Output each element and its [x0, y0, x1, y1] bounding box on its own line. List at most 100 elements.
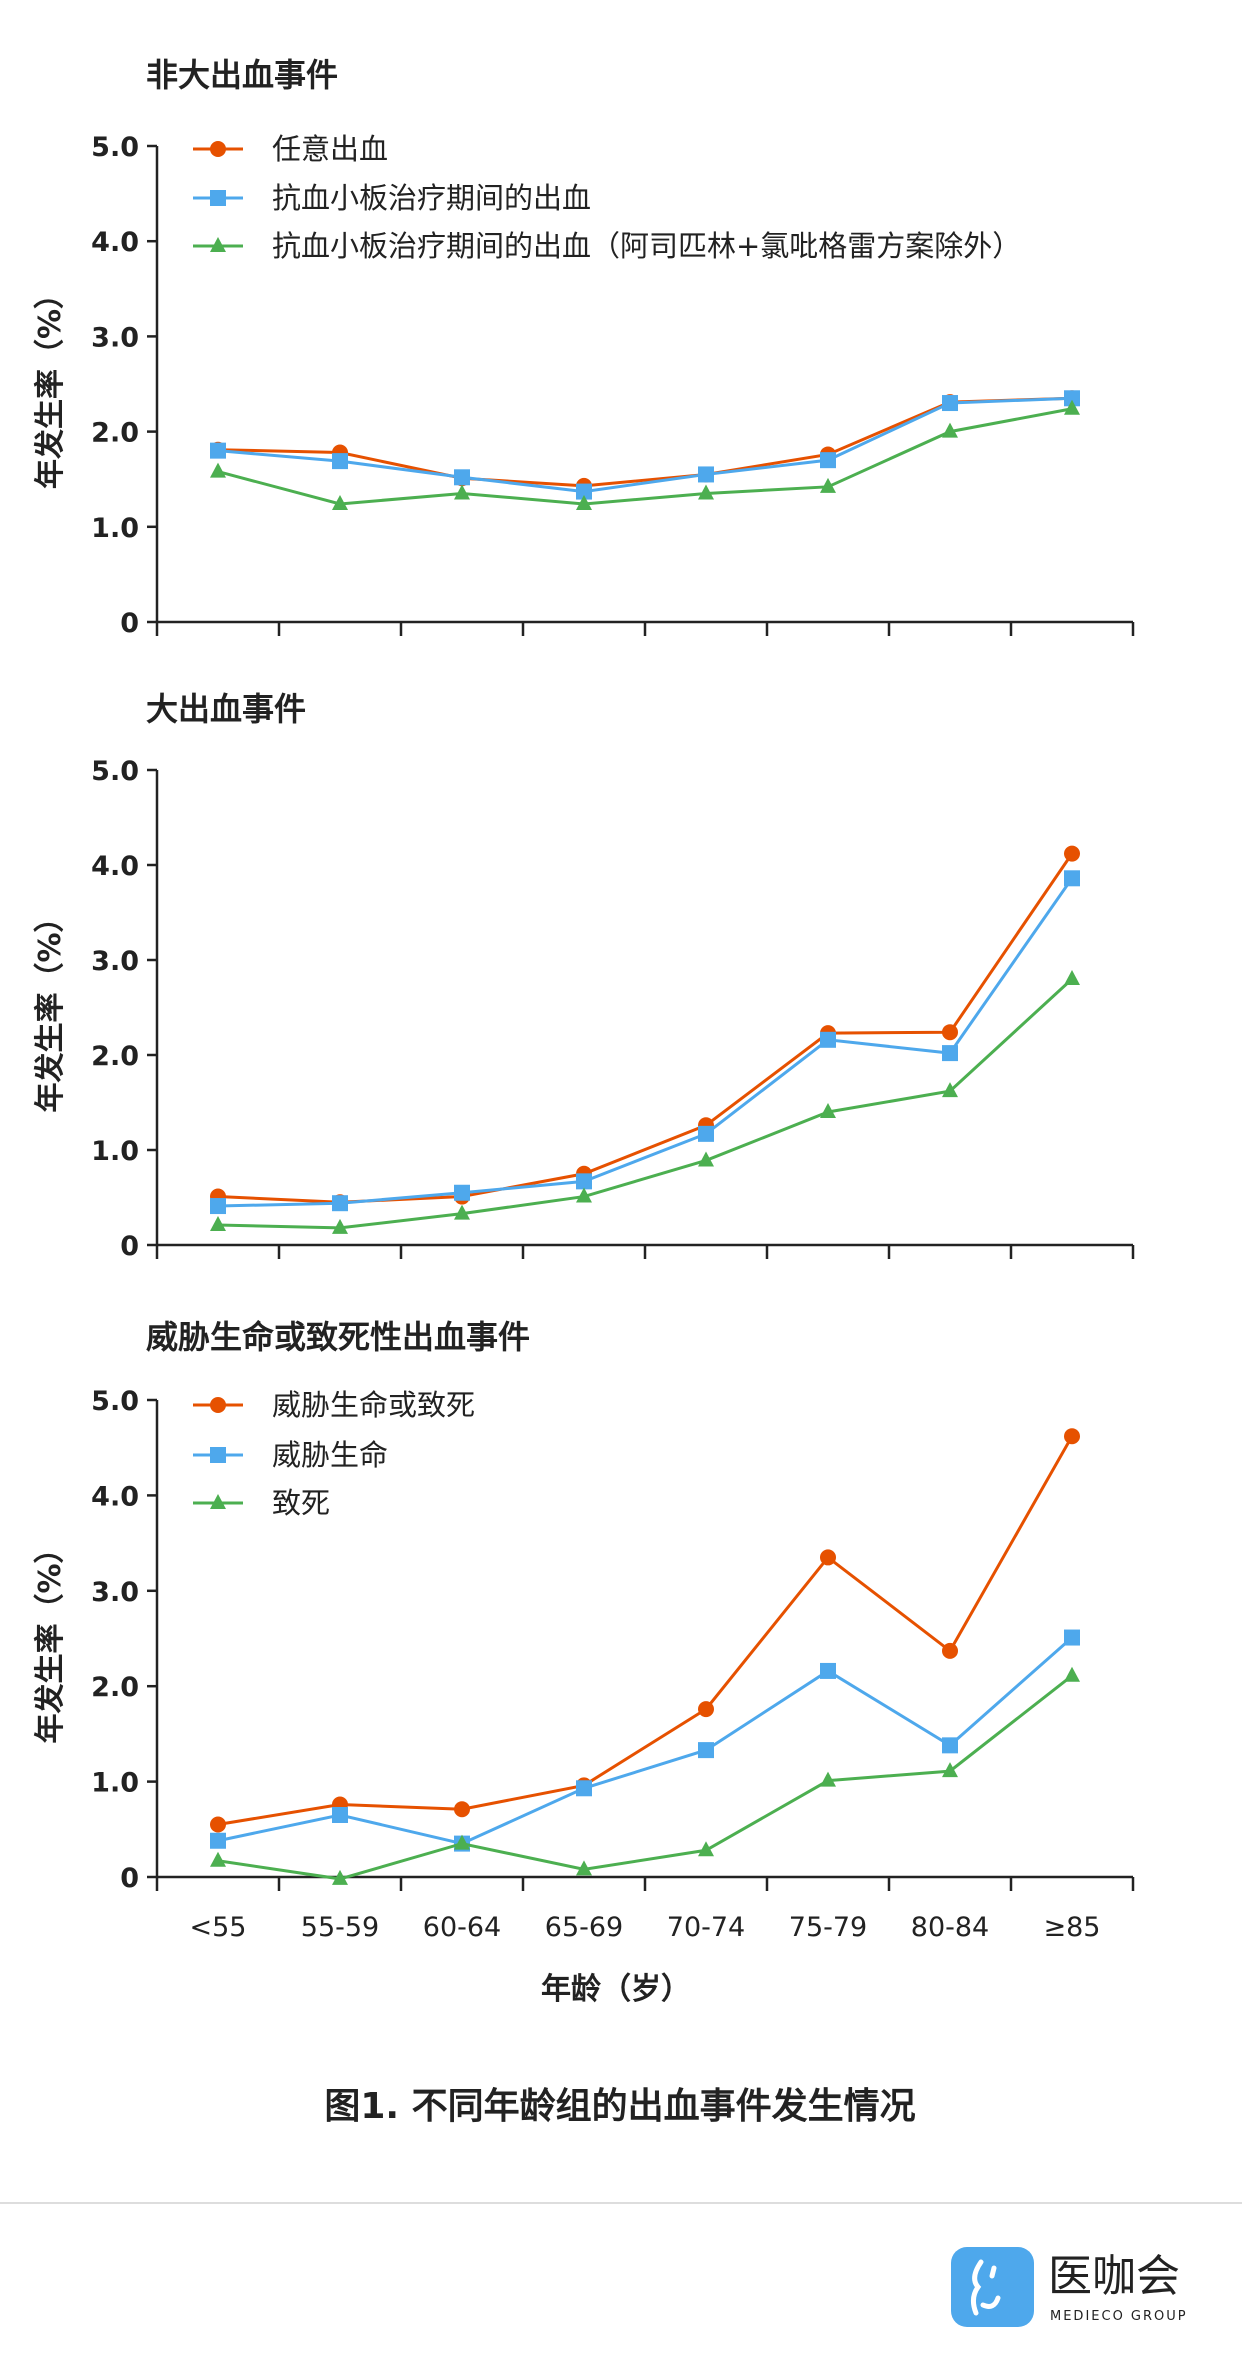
legend-label: 抗血小板治疗期间的出血 [272, 181, 591, 215]
y-tick-label: 2.0 [91, 1041, 139, 1072]
series-blue [210, 1629, 1080, 1852]
data-point [576, 494, 592, 510]
data-point [820, 477, 836, 493]
legend-marker [210, 1397, 226, 1413]
legend-item: 威胁生命或致死 [193, 1388, 475, 1422]
data-point [576, 1860, 592, 1876]
series-line [217, 877, 1074, 1208]
x-tick-label: ≥85 [1044, 1912, 1101, 1943]
legend-label: 威胁生命或致死 [272, 1388, 475, 1422]
data-point [820, 1662, 836, 1679]
data-point [332, 1869, 348, 1885]
series-blue [210, 390, 1080, 500]
data-point [942, 1737, 958, 1754]
legend-marker [210, 190, 226, 206]
data-point [210, 1832, 226, 1849]
y-tick-label: 3.0 [91, 1577, 139, 1608]
legend-item: 任意出血 [193, 132, 388, 166]
series-blue [210, 870, 1080, 1215]
data-point [698, 1841, 714, 1857]
series-line [217, 407, 1073, 506]
y-tick-label: 1.0 [91, 513, 139, 544]
data-point [576, 1173, 592, 1190]
y-tick-label: 1.0 [91, 1136, 139, 1167]
data-point [1064, 399, 1080, 415]
series-green [210, 1666, 1080, 1885]
chart-title: 威胁生命或致死性出血事件 [146, 1318, 530, 1356]
y-tick-label: 5.0 [91, 132, 139, 163]
chart-3: 威胁生命或致死性出血事件 0 1.0 2.0 3.0 4.0 5.0 <55 55-59 60-6… [33, 1318, 1135, 2007]
legend-item: 抗血小板治疗期间的出血 [193, 181, 591, 215]
y-tick-label: 4.0 [91, 227, 139, 258]
legend-item: 抗血小板治疗期间的出血（阿司匹林+氯吡格雷方案除外） [193, 229, 1021, 263]
data-point [820, 1549, 836, 1566]
data-point [332, 453, 348, 470]
series-line [217, 1636, 1073, 1846]
y-tick-label: 2.0 [91, 1672, 139, 1703]
logo: 医咖会 MEDIECO GROUP [951, 2247, 1188, 2327]
legend-label: 威胁生命 [272, 1438, 388, 1472]
x-tick-label: 60-64 [423, 1912, 501, 1943]
legend-marker [210, 1494, 226, 1509]
legend-item: 致死 [193, 1486, 330, 1520]
data-point [454, 1834, 470, 1850]
data-point [210, 1198, 226, 1215]
data-point [942, 1045, 958, 1062]
data-point [332, 1195, 348, 1212]
y-tick-label: 5.0 [91, 756, 139, 787]
data-point [1064, 1428, 1080, 1445]
y-tick-label: 2.0 [91, 418, 139, 449]
data-point [454, 1801, 470, 1818]
logo-glyph [970, 2259, 1001, 2316]
data-point [1064, 1629, 1080, 1646]
legend-label: 抗血小板治疗期间的出血（阿司匹林+氯吡格雷方案除外） [272, 229, 1021, 263]
legend-marker [210, 237, 226, 252]
data-point [698, 466, 714, 483]
legend-marker [210, 1447, 226, 1463]
x-tick-label: 70-74 [667, 1912, 745, 1943]
x-tick-label: <55 [190, 1912, 247, 1943]
data-point [698, 1742, 714, 1759]
data-point [820, 1031, 836, 1048]
data-point [698, 1151, 714, 1167]
series-line [217, 396, 1073, 494]
figure-caption: 图1. 不同年龄组的出血事件发生情况 [324, 2086, 915, 2127]
x-tick-label: 65-69 [545, 1912, 623, 1943]
chart-title: 非大出血事件 [146, 56, 338, 94]
x-tick-label: 80-84 [911, 1912, 989, 1943]
series-line [217, 396, 1073, 488]
legend-item: 威胁生命 [193, 1438, 388, 1472]
data-point [942, 1762, 958, 1778]
y-tick-label: 4.0 [91, 851, 139, 882]
logo-icon [951, 2247, 1034, 2327]
data-point [576, 483, 592, 500]
x-tick-label: 55-59 [301, 1912, 379, 1943]
y-tick-label: 4.0 [91, 1481, 139, 1512]
data-point [698, 1701, 714, 1718]
data-point [576, 1780, 592, 1797]
y-axis-title: 年发生率（%） [33, 1533, 68, 1743]
data-point [454, 1184, 470, 1201]
data-point [698, 484, 714, 500]
data-point [332, 1218, 348, 1234]
series-line [217, 1435, 1074, 1827]
data-point [1064, 870, 1080, 887]
data-point [1064, 845, 1080, 862]
series-line [217, 977, 1074, 1230]
chart-title: 大出血事件 [146, 690, 306, 728]
y-tick-label: 0 [120, 1231, 139, 1262]
series-green [210, 970, 1080, 1234]
data-point [942, 1642, 958, 1659]
data-point [698, 1125, 714, 1142]
data-point [820, 1771, 836, 1787]
chart-2: 大出血事件 0 1.0 2.0 3.0 4.0 5.0 年发生率（%） [33, 690, 1135, 1262]
y-tick-label: 1.0 [91, 1768, 139, 1799]
logo-text-en: MEDIECO GROUP [1050, 2309, 1188, 2324]
y-tick-label: 0 [120, 1863, 139, 1894]
data-point [942, 1082, 958, 1098]
series-orange [210, 845, 1080, 1211]
data-point [210, 462, 226, 478]
y-axis-title: 年发生率（%） [33, 902, 68, 1112]
y-tick-label: 0 [120, 608, 139, 639]
